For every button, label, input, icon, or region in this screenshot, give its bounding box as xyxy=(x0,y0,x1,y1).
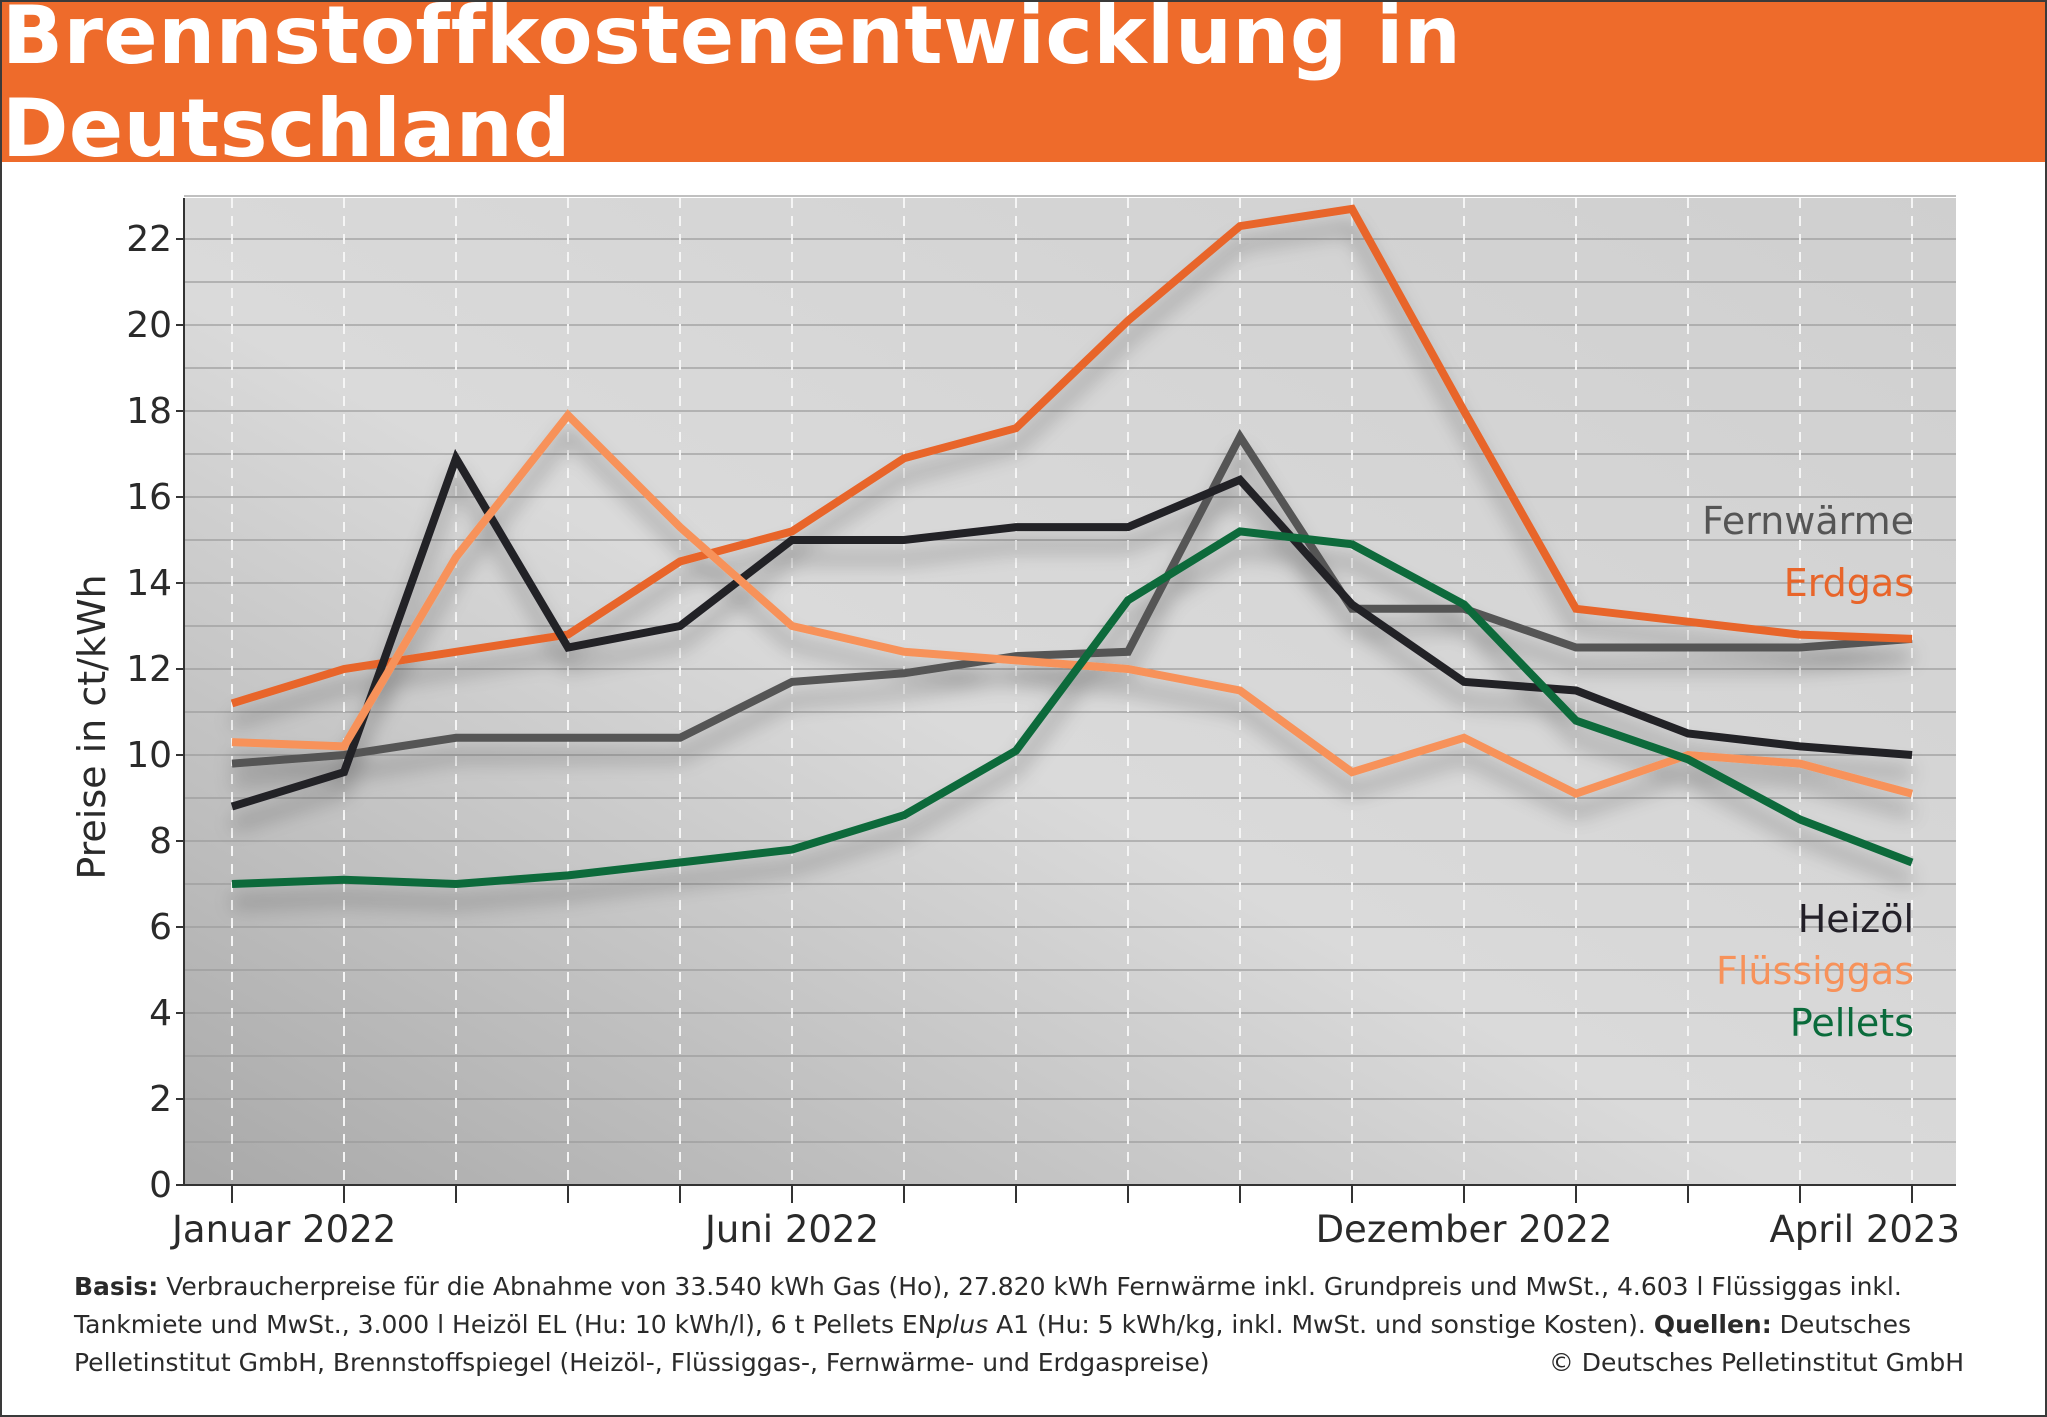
sources-label: Quellen: xyxy=(1653,1310,1772,1339)
legend-item-pellets: Pellets xyxy=(1790,1001,1914,1045)
y-tick-label: 22 xyxy=(126,219,172,260)
series-lines xyxy=(230,204,1914,889)
x-tick-labels: Januar 2022 Juni 2022 Dezember 2022 April 2… xyxy=(170,1185,1960,1251)
horizontal-gridlines xyxy=(184,195,1956,1143)
y-tick-labels: 0 2 4 6 8 10 12 14 16 18 20 22 xyxy=(126,219,184,1206)
y-tick-label: 6 xyxy=(149,907,172,948)
y-tick-label: 4 xyxy=(149,993,172,1034)
plus-text: plus xyxy=(936,1310,989,1339)
y-tick-label: 10 xyxy=(126,735,172,776)
x-tick-label: Dezember 2022 xyxy=(1316,1208,1613,1251)
plot-background xyxy=(184,198,1956,1185)
basis-text-2: A1 (Hu: 5 kWh/kg, inkl. MwSt. und sonsti… xyxy=(988,1310,1654,1339)
legend-item-fernwärme: Fernwärme xyxy=(1702,499,1914,543)
chart-title: Brennstoffkostenentwicklung in Deutschla… xyxy=(2,0,1462,175)
basis-text: Verbraucherpreise für die Abnahme von 33… xyxy=(74,1272,1902,1339)
series-line-pellets xyxy=(231,527,1914,889)
x-tick-label: Januar 2022 xyxy=(170,1208,396,1251)
y-tick-label: 14 xyxy=(126,563,172,604)
y-tick-label: 0 xyxy=(149,1165,172,1206)
y-tick-label: 2 xyxy=(149,1079,172,1120)
copyright: © Deutsches Pelletinstitut GmbH xyxy=(1548,1348,1964,1377)
line-chart: 0 2 4 6 8 10 12 14 16 18 20 22 Januar 2022 Juni 2022… xyxy=(70,195,1960,1251)
x-tick-label: April 2023 xyxy=(1770,1208,1961,1251)
y-tick-label: 12 xyxy=(126,649,172,690)
series-line-flüssiggas xyxy=(231,409,1914,799)
vertical-gridlines xyxy=(231,198,1913,1185)
basis-label: Basis: xyxy=(74,1272,159,1301)
y-tick-label: 16 xyxy=(126,477,172,518)
y-tick-label: 20 xyxy=(126,305,172,346)
series-line-heizöl xyxy=(230,448,1913,811)
legend-item-flüssiggas: Flüssiggas xyxy=(1716,949,1914,993)
y-tick-label: 18 xyxy=(126,391,172,432)
title-bar: Brennstoffkostenentwicklung in Deutschla… xyxy=(2,0,2045,175)
legend: Fernwärme Erdgas Heizöl Flüssiggas Pellets xyxy=(1702,499,1914,1045)
y-tick-label: 8 xyxy=(149,821,172,862)
axes xyxy=(183,198,1956,1186)
y-axis-label: Preise in ct/kWh xyxy=(70,574,114,879)
legend-item-heizöl: Heizöl xyxy=(1798,897,1914,941)
series-line-fernwärme xyxy=(231,428,1913,768)
legend-item-erdgas: Erdgas xyxy=(1784,561,1914,605)
sources-text: Deutsches Pelletinstitut GmbH, Brennstof… xyxy=(74,1310,1911,1377)
series-line-erdgas xyxy=(230,204,1913,708)
x-tick-label: Juni 2022 xyxy=(703,1208,879,1251)
footnote: Basis: Verbraucherpreise für die Abnahme… xyxy=(74,1268,1964,1382)
